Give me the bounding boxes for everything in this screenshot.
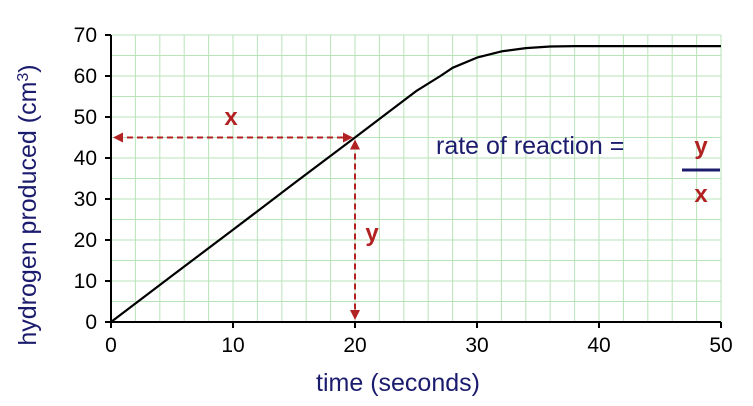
y-tick-label: 10 bbox=[74, 270, 97, 293]
x-tick-label: 30 bbox=[465, 334, 488, 357]
tick-labels: 0 10 20 30 40 50 0 10 20 30 40 50 60 70 bbox=[74, 24, 733, 357]
y-axis-title-main: hydrogen produced (cm bbox=[14, 82, 42, 346]
series-line bbox=[110, 45, 721, 323]
y-tick-label: 30 bbox=[74, 188, 97, 211]
y-arrow-head-bottom bbox=[350, 310, 360, 320]
x-tick-label: 40 bbox=[587, 334, 610, 357]
x-tick-label: 0 bbox=[105, 334, 117, 357]
y-tick-label: 70 bbox=[74, 24, 97, 47]
formula-text: rate of reaction = bbox=[436, 132, 624, 160]
formula-denominator: x bbox=[694, 181, 708, 208]
y-tick-label: 20 bbox=[74, 229, 97, 252]
y-axis-title-sup: 3 bbox=[15, 73, 32, 82]
axes bbox=[105, 34, 722, 328]
x-arrow-head-left bbox=[113, 132, 123, 143]
x-tick-label: 10 bbox=[221, 334, 244, 357]
x-axis-title: time (seconds) bbox=[316, 369, 480, 397]
formula-numerator: y bbox=[694, 133, 708, 160]
y-axis-title-end: ) bbox=[14, 64, 42, 72]
y-tick-label: 40 bbox=[74, 147, 97, 170]
y-annotation-label: y bbox=[365, 220, 379, 247]
y-tick-label: 0 bbox=[85, 311, 97, 334]
x-arrow-head-right bbox=[343, 132, 353, 143]
grid bbox=[110, 34, 722, 323]
annotations bbox=[113, 132, 360, 320]
x-tick-label: 50 bbox=[709, 334, 732, 357]
y-axis-title: hydrogen produced (cm3) bbox=[14, 64, 42, 345]
series-group bbox=[110, 45, 721, 323]
y-arrow-head-top bbox=[350, 139, 360, 150]
y-tick-label: 60 bbox=[74, 65, 97, 88]
y-tick-label: 50 bbox=[74, 106, 97, 129]
x-tick-label: 20 bbox=[343, 334, 366, 357]
x-annotation-label: x bbox=[224, 104, 238, 131]
